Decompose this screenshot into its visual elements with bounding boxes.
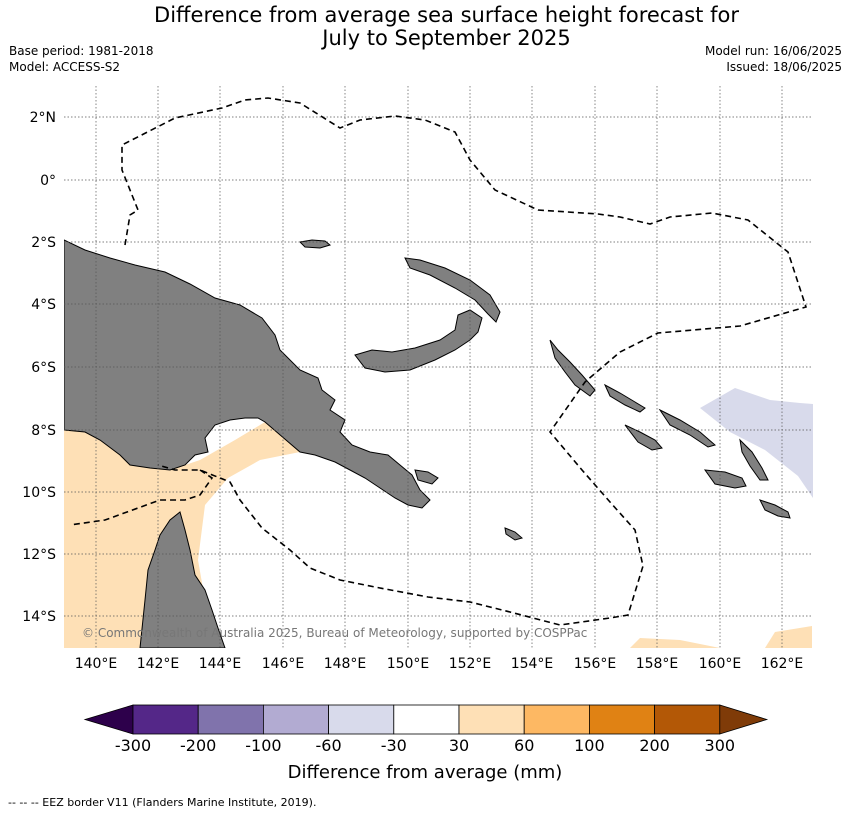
anomaly-negative-east <box>700 388 813 498</box>
lon-label: 142°E <box>137 656 180 672</box>
copyright-text: © Commonwealth of Australia 2025, Bureau… <box>82 626 587 640</box>
eez-border <box>69 97 808 626</box>
colorbar-segment <box>197 704 264 735</box>
colorbar-label: -60 <box>316 736 342 755</box>
land-malaita <box>739 438 769 481</box>
colorbar: -300 -200 -100 -60 -30 30 60 100 200 300 <box>83 704 769 755</box>
colorbar-label: -300 <box>115 736 151 755</box>
colorbar-label: 200 <box>639 736 670 755</box>
land-choiseul <box>603 383 646 413</box>
land-louisiade <box>504 527 524 541</box>
land-new-ireland <box>404 257 501 323</box>
issued-date: Issued: 18/06/2025 <box>726 60 842 74</box>
lat-label: 2°N <box>30 110 56 126</box>
anomaly-positive-east <box>765 626 812 648</box>
lon-label: 160°E <box>699 656 742 672</box>
lon-label: 144°E <box>199 656 242 672</box>
land-guadalcanal <box>703 469 747 489</box>
anomaly-positive-southeast <box>630 638 720 648</box>
colorbar-label: -200 <box>180 736 216 755</box>
graticule <box>64 86 813 648</box>
lat-label: 6°S <box>31 360 56 376</box>
lon-label: 154°E <box>511 656 554 672</box>
lat-label: 12°S <box>22 547 56 563</box>
lon-label: 152°E <box>449 656 492 672</box>
colorbar-label: 300 <box>705 736 736 755</box>
title-line-2: July to September 2025 <box>322 26 571 50</box>
land-manus <box>298 239 332 249</box>
land-new-britain <box>354 309 483 373</box>
colorbar-segment <box>132 704 199 735</box>
colorbar-title: Difference from average (mm) <box>288 762 563 783</box>
chart-title: Difference from average sea surface heig… <box>0 4 850 50</box>
meta-right: Model run: 16/06/2025 Issued: 18/06/2025 <box>705 43 842 75</box>
colorbar-label: -30 <box>381 736 407 755</box>
land-new-georgia <box>624 424 663 451</box>
colorbar-label: 100 <box>574 736 605 755</box>
colorbar-label: 60 <box>514 736 534 755</box>
lon-label: 148°E <box>324 656 367 672</box>
colorbar-segment <box>458 704 525 735</box>
lon-label: 158°E <box>636 656 679 672</box>
colorbar-segment <box>393 704 460 735</box>
latitude-labels: 2°N 0° 2°S 4°S 6°S 8°S 10°S 12°S 14°S <box>22 110 56 625</box>
lat-label: 10°S <box>22 485 56 501</box>
colorbar-extend-high <box>719 704 769 735</box>
meta-left: Base period: 1981-2018 Model: ACCESS-S2 <box>9 43 154 75</box>
longitude-labels: 140°E 142°E 144°E 146°E 148°E 150°E 152°E 154°E… <box>75 656 804 672</box>
land-bougainville <box>549 339 596 397</box>
title-line-1: Difference from average sea surface heig… <box>154 3 739 27</box>
lat-label: 8°S <box>31 423 56 439</box>
lat-label: 2°S <box>31 235 56 251</box>
land-makira <box>759 499 791 519</box>
lon-label: 156°E <box>574 656 617 672</box>
lat-label: 14°S <box>22 609 56 625</box>
lon-label: 140°E <box>75 656 118 672</box>
colorbar-extend-low <box>83 704 134 735</box>
colorbar-segment <box>262 704 329 735</box>
lat-label: 0° <box>40 173 56 189</box>
model-run: Model run: 16/06/2025 <box>704 44 842 58</box>
lon-label: 146°E <box>262 656 305 672</box>
land-santa-isabel <box>658 408 717 448</box>
colorbar-segment <box>328 704 395 735</box>
land-dentrecasteaux <box>414 469 439 485</box>
colorbar-segment <box>523 704 590 735</box>
lat-label: 4°S <box>31 297 56 313</box>
colorbar-segment <box>654 704 721 735</box>
colorbar-label: -100 <box>245 736 281 755</box>
colorbar-segment <box>589 704 656 735</box>
land-new-guinea <box>64 239 431 509</box>
eez-legend: -- -- -- EEZ border V11 (Flanders Marine… <box>8 796 317 809</box>
lon-label: 150°E <box>387 656 430 672</box>
base-period: Base period: 1981-2018 <box>9 44 154 58</box>
model-name: Model: ACCESS-S2 <box>9 60 121 74</box>
land-cape-york <box>139 511 226 648</box>
colorbar-label: 30 <box>449 736 469 755</box>
lon-label: 162°E <box>761 656 804 672</box>
